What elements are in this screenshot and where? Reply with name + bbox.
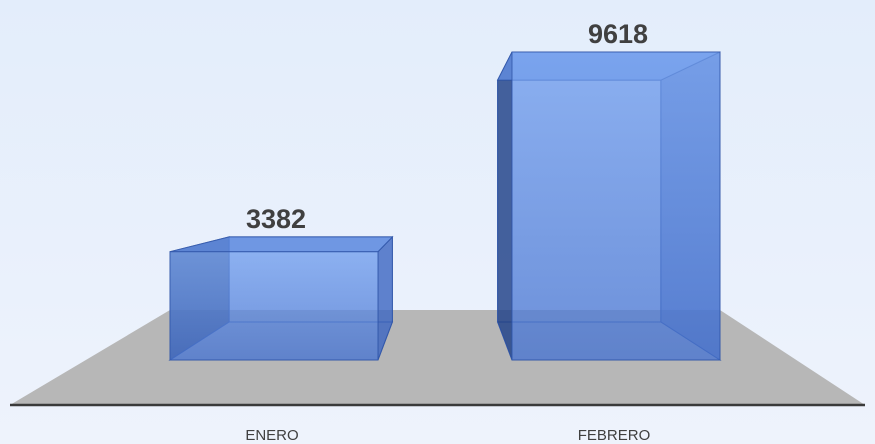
bar-front (169, 251, 379, 361)
x-tick-label: ENERO (245, 427, 298, 444)
bar-left (497, 51, 513, 361)
bar (168, 235, 394, 361)
bar (496, 51, 722, 361)
data-label: 9618 (588, 19, 648, 49)
bar-front (511, 51, 721, 361)
data-label: 3382 (246, 204, 306, 234)
x-tick-label: FEBRERO (578, 427, 651, 444)
